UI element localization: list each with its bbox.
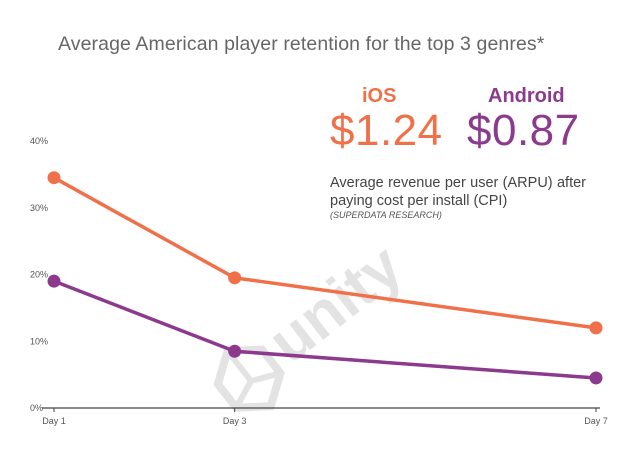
y-tick-label: 40% <box>30 136 48 146</box>
ios-data-point <box>589 321 603 335</box>
chart-title: Average American player retention for th… <box>58 33 545 55</box>
android-data-point <box>589 371 603 385</box>
series-layer <box>47 171 603 385</box>
android-data-point <box>47 274 61 288</box>
x-tick-label: Day 3 <box>223 416 247 426</box>
x-tick-label: Day 1 <box>42 416 66 426</box>
arpu-description: Average revenue per user (ARPU) after pa… <box>330 175 586 209</box>
unity-watermark: unity <box>213 231 416 412</box>
android-arpu-value: $0.87 <box>467 106 580 155</box>
x-tick-label: Day 7 <box>584 416 608 426</box>
source-note: (SUPERDATA RESEARCH) <box>330 210 442 220</box>
y-tick-label: 20% <box>30 270 48 280</box>
ios-label: iOS <box>362 85 397 107</box>
ios-arpu-value: $1.24 <box>330 106 443 155</box>
y-tick-label: 30% <box>30 203 48 213</box>
y-tick-label: 10% <box>30 336 48 346</box>
ios-data-point <box>228 271 242 285</box>
android-label: Android <box>488 85 565 107</box>
y-tick-label: 0% <box>30 403 43 413</box>
ios-data-point <box>47 171 61 185</box>
y-axis-ticks: 0% 10% 20% 30% 40% <box>30 136 48 413</box>
android-data-point <box>228 344 242 358</box>
x-axis-ticks: Day 1 Day 3 Day 7 <box>42 408 608 426</box>
